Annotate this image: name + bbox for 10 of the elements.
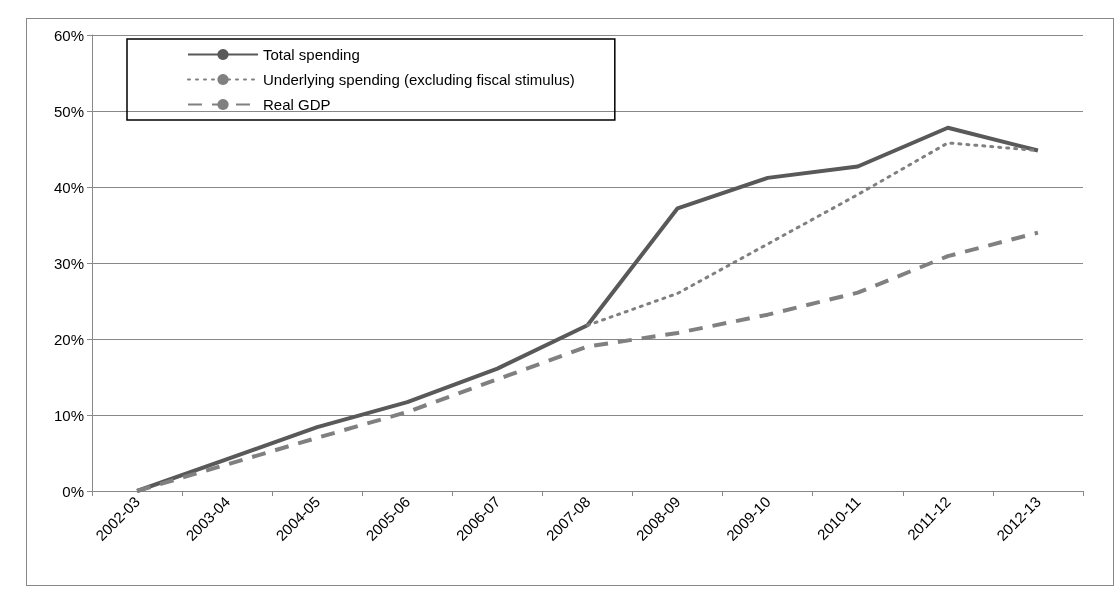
y-tick-label: 60% — [53, 26, 84, 44]
legend-label: Real GDP — [263, 96, 331, 113]
y-tick-label: 40% — [53, 178, 84, 196]
y-tick-label: 30% — [53, 254, 84, 272]
legend-label: Total spending — [263, 46, 360, 63]
y-tick-label: 50% — [53, 102, 84, 120]
y-tick-label: 20% — [53, 330, 84, 348]
legend-label: Underlying spending (excluding fiscal stimulus) — [263, 71, 575, 88]
y-tick-label: 10% — [53, 406, 84, 424]
y-tick-label: 0% — [62, 482, 84, 500]
